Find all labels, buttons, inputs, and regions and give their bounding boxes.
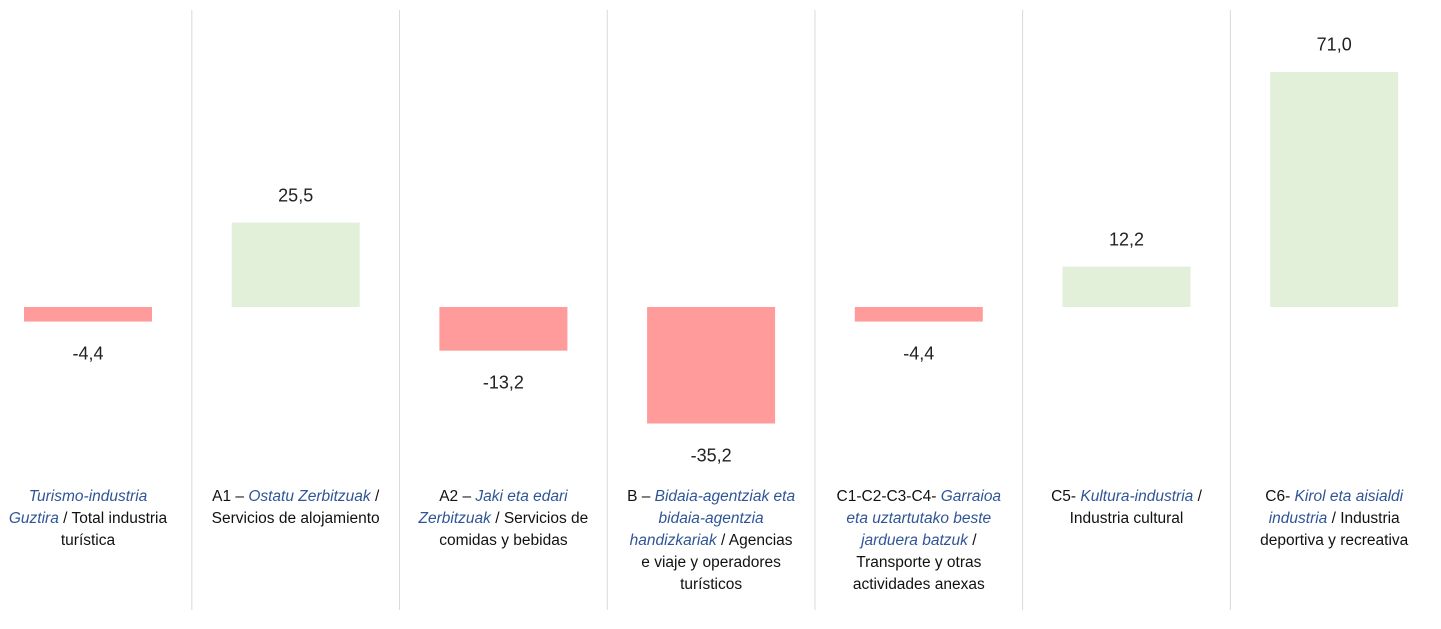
category-es: / Transporte y otras actividades anexas [852, 532, 985, 593]
category-eu: Kirol eta aisialdi industria [1268, 488, 1404, 527]
value-label: 12,2 [1109, 229, 1144, 249]
category-eu: Ostatu Zerbitzuak [248, 488, 371, 505]
bar [854, 307, 983, 322]
category-code: C1-C2-C3-C4- [836, 488, 937, 505]
category-es: / Industria deportiva y recreativa [1260, 510, 1409, 549]
bar [1270, 71, 1399, 308]
category-label: C5- Kultura-industria / Industria cultur… [1042, 486, 1212, 530]
value-label: 25,5 [278, 185, 313, 205]
category-eu: Jaki eta edari Zerbitzuak [418, 488, 568, 527]
category-eu: Bidaia-agentziak eta bidaia-agentzia han… [629, 488, 796, 549]
category-label: B – Bidaia-agentziak eta bidaia-agentzia… [626, 486, 796, 596]
bar [231, 222, 360, 307]
category-code: A1 – [212, 488, 244, 505]
bar [647, 307, 776, 424]
value-label: -4,4 [903, 343, 934, 363]
value-label: -35,2 [691, 445, 732, 465]
category-es: / Agencias e viaje y operadores turístic… [641, 532, 793, 593]
category-code: C5- [1051, 488, 1077, 505]
value-label: -13,2 [483, 372, 524, 392]
category-code: C6- [1265, 488, 1291, 505]
category-eu: Turismo-industria Guztira [8, 488, 148, 527]
category-es: / Servicios de comidas y bebidas [439, 510, 589, 549]
category-code: B – [627, 488, 651, 505]
category-label: A2 – Jaki eta edari Zerbitzuak / Servici… [418, 486, 589, 552]
value-label: 71,0 [1317, 35, 1352, 55]
category-label: C6- Kirol eta aisialdi industria / Indus… [1249, 486, 1419, 552]
bar [24, 307, 152, 322]
category-eu: Garraioa eta uztartutako beste jarduera … [846, 488, 1002, 549]
bar [439, 307, 568, 351]
category-label: Turismo-industria Guztira / Total indust… [3, 486, 173, 552]
category-es: / Total industria turística [60, 510, 168, 549]
category-label: C1-C2-C3-C4- Garraioa eta uztartutako be… [834, 486, 1004, 596]
category-eu: Kultura-industria [1080, 488, 1194, 505]
category-es: / Industria cultural [1069, 488, 1202, 527]
category-code: A2 – [439, 488, 472, 505]
value-label: -4,4 [72, 343, 103, 363]
bar [1062, 266, 1191, 307]
category-es: / Servicios de alojamiento [211, 488, 380, 527]
category-label: A1 – Ostatu Zerbitzuak / Servicios de al… [211, 486, 381, 530]
